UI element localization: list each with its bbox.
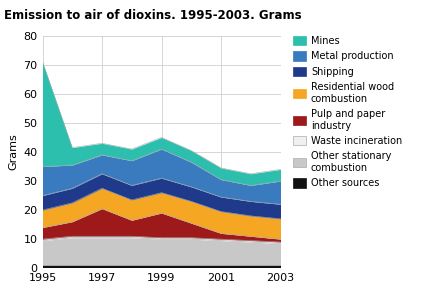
Y-axis label: Grams: Grams [8, 134, 18, 170]
Text: Emission to air of dioxins. 1995-2003. Grams: Emission to air of dioxins. 1995-2003. G… [4, 9, 302, 22]
Legend: Mines, Metal production, Shipping, Residential wood
combustion, Pulp and paper
i: Mines, Metal production, Shipping, Resid… [292, 36, 402, 188]
